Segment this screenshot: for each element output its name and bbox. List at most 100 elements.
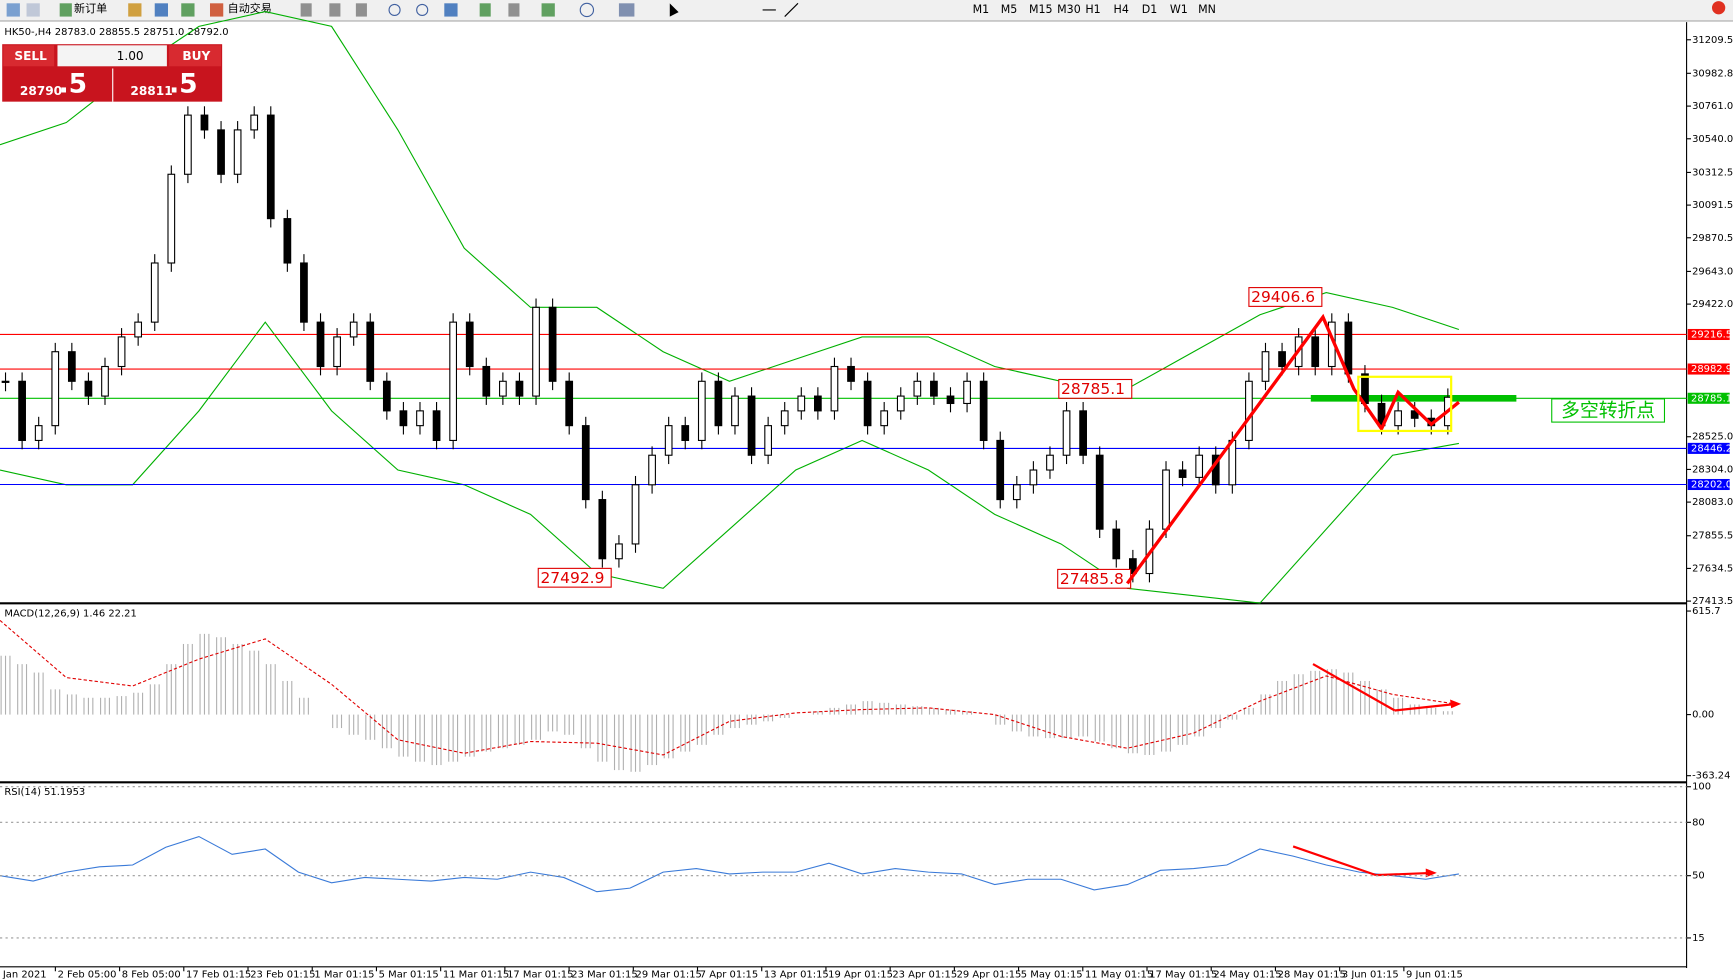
candle <box>399 410 408 427</box>
bollinger-lower <box>0 321 1460 604</box>
tool-icon[interactable] <box>444 3 458 17</box>
price-line-label: 28982.9 <box>1691 364 1732 375</box>
sell-pips[interactable]: .5 <box>59 69 88 100</box>
rsi-header: RSI(14) 51.1953 <box>4 787 85 798</box>
sell-price[interactable]: 28790 <box>20 84 62 98</box>
candle <box>1311 336 1320 368</box>
volume-field[interactable] <box>57 45 167 67</box>
zoom-out[interactable] <box>416 3 429 17</box>
timeframe[interactable]: W1 <box>1170 3 1188 16</box>
candle <box>963 380 971 405</box>
x-tick-label: 11 May 01:15 <box>1085 970 1153 979</box>
auto-trading[interactable]: 自动交易 <box>228 1 272 15</box>
candle <box>814 395 822 412</box>
timeframe[interactable]: M5 <box>1001 3 1018 16</box>
trendline-tool[interactable] <box>784 2 799 17</box>
callout-box <box>1058 378 1133 399</box>
candle <box>266 114 275 220</box>
y-tick-label: 28083.0 <box>1692 497 1733 508</box>
candle <box>499 380 507 397</box>
y-tick-label: 100 <box>1692 782 1711 793</box>
cursor-tool[interactable] <box>669 3 679 17</box>
highlight-box <box>1357 375 1453 433</box>
candle <box>349 321 358 338</box>
price-line-label-bg <box>1687 442 1730 454</box>
y-tick-label: 29870.5 <box>1692 233 1733 244</box>
y-tick-label: 28525.0 <box>1692 432 1733 443</box>
x-tick-label: 23 Feb 01:15 <box>250 970 315 979</box>
tool-icon[interactable] <box>181 3 195 17</box>
candle <box>217 129 225 175</box>
alert-badge[interactable] <box>1712 1 1726 15</box>
y-tick-label: 615.7 <box>1692 606 1720 617</box>
candle <box>615 543 623 560</box>
new-order-icon[interactable] <box>59 3 72 17</box>
tool-icon[interactable] <box>329 3 341 17</box>
candle <box>101 365 109 397</box>
candle <box>1095 454 1104 530</box>
candle <box>1046 454 1054 471</box>
sell-label[interactable]: SELL <box>14 49 47 63</box>
price-line-label-bg <box>1687 328 1730 341</box>
candle <box>913 380 922 397</box>
candle <box>714 380 723 427</box>
buy-button[interactable] <box>169 45 222 67</box>
x-tick-label: 5 Mar 01:15 <box>379 970 439 979</box>
volume[interactable]: 1.00 <box>117 49 144 63</box>
tool-icon[interactable] <box>579 2 595 18</box>
tool-icon[interactable] <box>479 3 491 17</box>
price-line-label: 29216.5 <box>1691 329 1732 340</box>
timeframe[interactable]: H4 <box>1114 3 1129 16</box>
buy-price[interactable]: 28811 <box>130 84 172 98</box>
y-tick-label: 27634.5 <box>1692 563 1733 574</box>
timeframe[interactable]: H1 <box>1085 3 1100 16</box>
tool-icon[interactable] <box>128 3 142 17</box>
toolbar <box>0 0 1733 21</box>
candle <box>996 439 1005 501</box>
chart-header: HK50-,H4 28783.0 28855.5 28751.0 28792.0 <box>4 27 228 38</box>
candle <box>631 484 640 545</box>
rsi-arrow <box>1375 871 1432 877</box>
timeframe[interactable]: M15 <box>1029 3 1053 16</box>
macd-signal <box>0 619 1459 756</box>
x-tick-label: 3 Jun 01:15 <box>1342 970 1399 979</box>
arrow-head <box>1425 868 1437 878</box>
x-tick-label: 9 Jun 01:15 <box>1406 970 1463 979</box>
x-tick-label: 24 May 01:15 <box>1213 970 1281 979</box>
candle <box>382 380 391 412</box>
tool-icon[interactable] <box>541 3 555 17</box>
timeframe[interactable]: M30 <box>1057 3 1081 16</box>
candle <box>1029 469 1038 486</box>
zoom-in[interactable] <box>388 3 401 17</box>
tool-icon[interactable] <box>154 3 168 17</box>
candle <box>184 114 192 175</box>
timeframe[interactable]: M1 <box>973 3 990 16</box>
candle <box>1245 380 1253 441</box>
drawing-tools <box>300 2 799 18</box>
candle <box>300 262 308 323</box>
x-tick-label: 19 Apr 01:15 <box>828 970 893 979</box>
buy-pips[interactable]: .5 <box>169 69 198 100</box>
tool-icon[interactable] <box>26 3 40 17</box>
buy-label[interactable]: BUY <box>182 49 210 63</box>
candle <box>233 129 242 175</box>
tool-icon[interactable] <box>300 3 312 17</box>
candle <box>134 321 143 338</box>
x-tick-label: 7 Jan 2021 <box>0 970 47 979</box>
auto-trading-icon[interactable] <box>209 3 224 17</box>
timeframe[interactable]: D1 <box>1142 3 1158 16</box>
tool-icon[interactable] <box>508 3 520 17</box>
y-tick-label: 28304.0 <box>1692 464 1733 475</box>
candle <box>167 173 176 264</box>
timeframe[interactable]: MN <box>1198 3 1216 16</box>
candle <box>84 380 93 397</box>
sell-button[interactable] <box>3 45 55 67</box>
tool-icon[interactable] <box>355 3 367 17</box>
timeframes: M1 M5 M15 M30 H1 H4 D1 W1 MN <box>973 3 1216 16</box>
new-order[interactable]: 新订单 <box>74 1 107 15</box>
tool-icon[interactable] <box>6 3 20 17</box>
candle <box>1112 528 1121 560</box>
candle <box>731 395 739 427</box>
tool-icon[interactable] <box>618 3 635 17</box>
candle <box>946 395 955 405</box>
